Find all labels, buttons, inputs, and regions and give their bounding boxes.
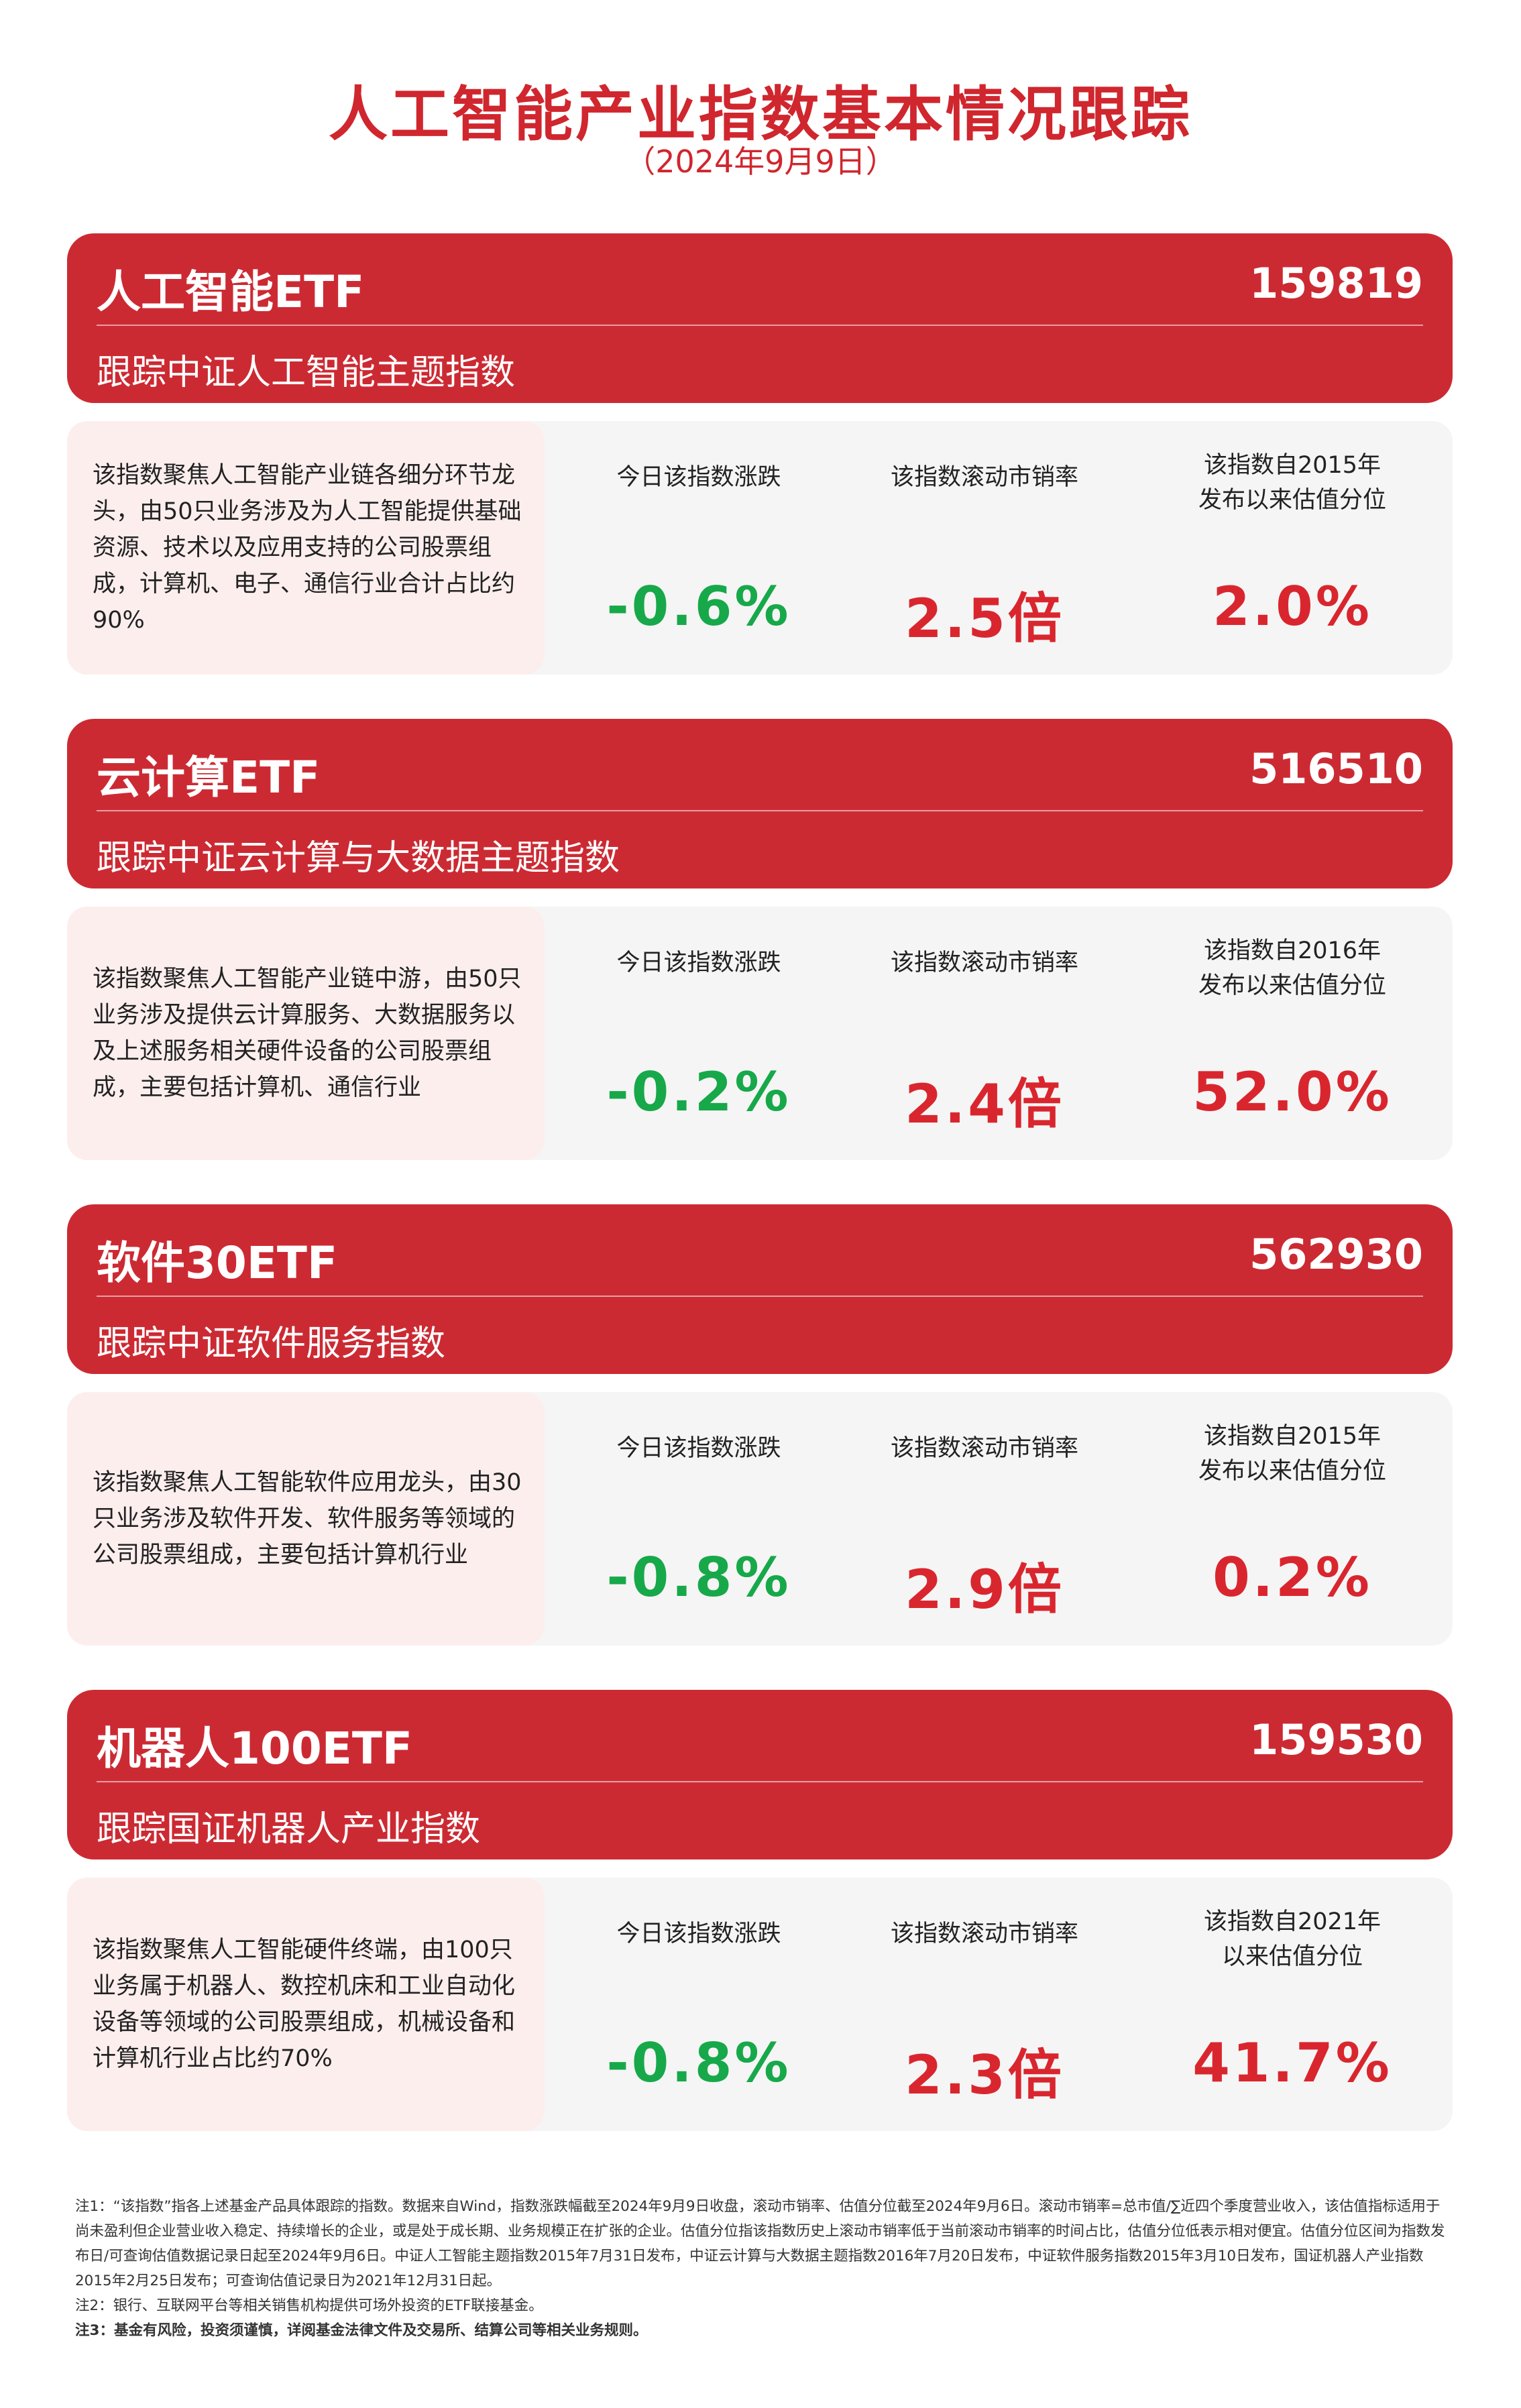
- footnotes: 注1：“该指数”指各上述基金产品具体跟踪的指数。数据来自Wind，指数涨跌幅截至…: [75, 2194, 1450, 2343]
- metric-value: 41.7%: [1192, 2032, 1392, 2094]
- fund-details: 该指数聚焦人工智能硬件终端，由100只业务属于机器人、数控机床和工业自动化设备等…: [67, 1878, 1453, 2131]
- fund-code: 159530: [1249, 1715, 1423, 1764]
- metric: 今日该指数涨跌 -0.8%: [558, 1878, 840, 2131]
- fund-details: 该指数聚焦人工智能产业链中游，由50只业务涉及提供云计算服务、大数据服务以及上述…: [67, 907, 1453, 1160]
- fund-header: 人工智能ETF 159819 跟踪中证人工智能主题指数: [67, 233, 1453, 403]
- metric-value: 2.9倍: [905, 1558, 1064, 1621]
- header-divider: [97, 325, 1423, 326]
- metric-value: -0.2%: [606, 1061, 791, 1123]
- metric-label: 该指数自2016年 发布以来估值分位: [1198, 937, 1386, 999]
- fund-card: 软件30ETF 562930 跟踪中证软件服务指数 该指数聚焦人工智能软件应用龙…: [67, 1204, 1453, 1647]
- description-text: 该指数聚焦人工智能软件应用龙头，由30只业务涉及软件开发、软件服务等领域的公司股…: [93, 1469, 522, 1568]
- fund-code: 159819: [1249, 259, 1423, 308]
- metric-value: -0.6%: [606, 575, 791, 638]
- fund-card: 云计算ETF 516510 跟踪中证云计算与大数据主题指数 该指数聚焦人工智能产…: [67, 719, 1453, 1161]
- metric: 该指数自2015年 发布以来估值分位 0.2%: [1151, 1392, 1433, 1646]
- tracked-index: 跟踪中证人工智能主题指数: [97, 353, 516, 393]
- metric-label: 该指数自2015年 发布以来估值分位: [1198, 1423, 1386, 1485]
- metric-value: 2.3倍: [905, 2044, 1064, 2106]
- fund-details: 该指数聚焦人工智能软件应用龙头，由30只业务涉及软件开发、软件服务等领域的公司股…: [67, 1392, 1453, 1646]
- fund-details: 该指数聚焦人工智能产业链各细分环节龙头，由50只业务涉及为人工智能提供基础资源、…: [67, 421, 1453, 675]
- metric-label: 该指数自2015年 发布以来估值分位: [1198, 452, 1386, 514]
- header-divider: [97, 1296, 1423, 1297]
- metric: 该指数滚动市销率 2.5倍: [844, 421, 1125, 675]
- metric: 该指数滚动市销率 2.3倍: [844, 1878, 1125, 2131]
- fund-header: 机器人100ETF 159530 跟踪国证机器人产业指数: [67, 1690, 1453, 1859]
- metric: 该指数自2015年 发布以来估值分位 2.0%: [1151, 421, 1433, 675]
- metric-value: 0.2%: [1213, 1546, 1372, 1609]
- page-date: （2024年9月9日）: [624, 144, 897, 180]
- metric-label: 今日该指数涨跌: [616, 950, 781, 976]
- index-description: 该指数聚焦人工智能产业链各细分环节龙头，由50只业务涉及为人工智能提供基础资源、…: [67, 421, 545, 675]
- header-divider: [97, 810, 1423, 811]
- metric-label: 今日该指数涨跌: [616, 1435, 781, 1462]
- fund-header: 云计算ETF 516510 跟踪中证云计算与大数据主题指数: [67, 719, 1453, 888]
- metric-label: 今日该指数涨跌: [616, 464, 781, 491]
- index-description: 该指数聚焦人工智能产业链中游，由50只业务涉及提供云计算服务、大数据服务以及上述…: [67, 907, 545, 1160]
- description-text: 该指数聚焦人工智能产业链中游，由50只业务涉及提供云计算服务、大数据服务以及上述…: [93, 966, 522, 1101]
- metric-label: 该指数滚动市销率: [890, 1435, 1078, 1462]
- tracked-index: 跟踪国证机器人产业指数: [97, 1809, 481, 1849]
- fund-card: 机器人100ETF 159530 跟踪国证机器人产业指数 该指数聚焦人工智能硬件…: [67, 1690, 1453, 2132]
- page-title: 人工智能产业指数基本情况跟踪: [328, 80, 1192, 149]
- fund-name: 云计算ETF: [97, 752, 321, 803]
- fund-code: 516510: [1249, 744, 1423, 793]
- metric-label: 该指数滚动市销率: [890, 464, 1078, 491]
- metric: 该指数滚动市销率 2.9倍: [844, 1392, 1125, 1646]
- tracked-index: 跟踪中证软件服务指数: [97, 1324, 446, 1364]
- metric-value: 2.4倍: [905, 1073, 1064, 1135]
- metric: 今日该指数涨跌 -0.2%: [558, 907, 840, 1160]
- metric-value: 2.5倍: [905, 587, 1064, 650]
- metric: 该指数自2021年 以来估值分位 41.7%: [1151, 1878, 1433, 2131]
- metric: 今日该指数涨跌 -0.6%: [558, 421, 840, 675]
- metric-label: 该指数滚动市销率: [890, 1920, 1078, 1947]
- metric: 今日该指数涨跌 -0.8%: [558, 1392, 840, 1646]
- header-divider: [97, 1781, 1423, 1782]
- metric-value: -0.8%: [606, 1546, 791, 1609]
- fund-header: 软件30ETF 562930 跟踪中证软件服务指数: [67, 1204, 1453, 1374]
- metric-label: 该指数滚动市销率: [890, 950, 1078, 976]
- fund-code: 562930: [1249, 1230, 1423, 1279]
- metric: 该指数滚动市销率 2.4倍: [844, 907, 1125, 1160]
- description-text: 该指数聚焦人工智能产业链各细分环节龙头，由50只业务涉及为人工智能提供基础资源、…: [93, 462, 522, 634]
- fund-card: 人工智能ETF 159819 跟踪中证人工智能主题指数 该指数聚焦人工智能产业链…: [67, 233, 1453, 676]
- note-3: 注3：基金有风险，投资须谨慎，详阅基金法律文件及交易所、结算公司等相关业务规则。: [75, 2322, 648, 2339]
- tracked-index: 跟踪中证云计算与大数据主题指数: [97, 838, 620, 878]
- fund-name: 机器人100ETF: [97, 1723, 412, 1774]
- note-2: 注2：银行、互联网平台等相关销售机构提供可场外投资的ETF联接基金。: [75, 2297, 543, 2314]
- note-1: 注1：“该指数”指各上述基金产品具体跟踪的指数。数据来自Wind，指数涨跌幅截至…: [75, 2198, 1445, 2289]
- metric-label: 该指数自2021年 以来估值分位: [1203, 1908, 1382, 1970]
- fund-name: 软件30ETF: [97, 1237, 338, 1289]
- fund-name: 人工智能ETF: [97, 266, 365, 318]
- metric: 该指数自2016年 发布以来估值分位 52.0%: [1151, 907, 1433, 1160]
- index-description: 该指数聚焦人工智能软件应用龙头，由30只业务涉及软件开发、软件服务等领域的公司股…: [67, 1392, 545, 1646]
- index-description: 该指数聚焦人工智能硬件终端，由100只业务属于机器人、数控机床和工业自动化设备等…: [67, 1878, 545, 2131]
- metric-label: 今日该指数涨跌: [616, 1920, 781, 1947]
- metric-value: 52.0%: [1192, 1061, 1392, 1123]
- description-text: 该指数聚焦人工智能硬件终端，由100只业务属于机器人、数控机床和工业自动化设备等…: [93, 1937, 516, 2072]
- metric-value: 2.0%: [1213, 575, 1372, 638]
- metric-value: -0.8%: [606, 2032, 791, 2094]
